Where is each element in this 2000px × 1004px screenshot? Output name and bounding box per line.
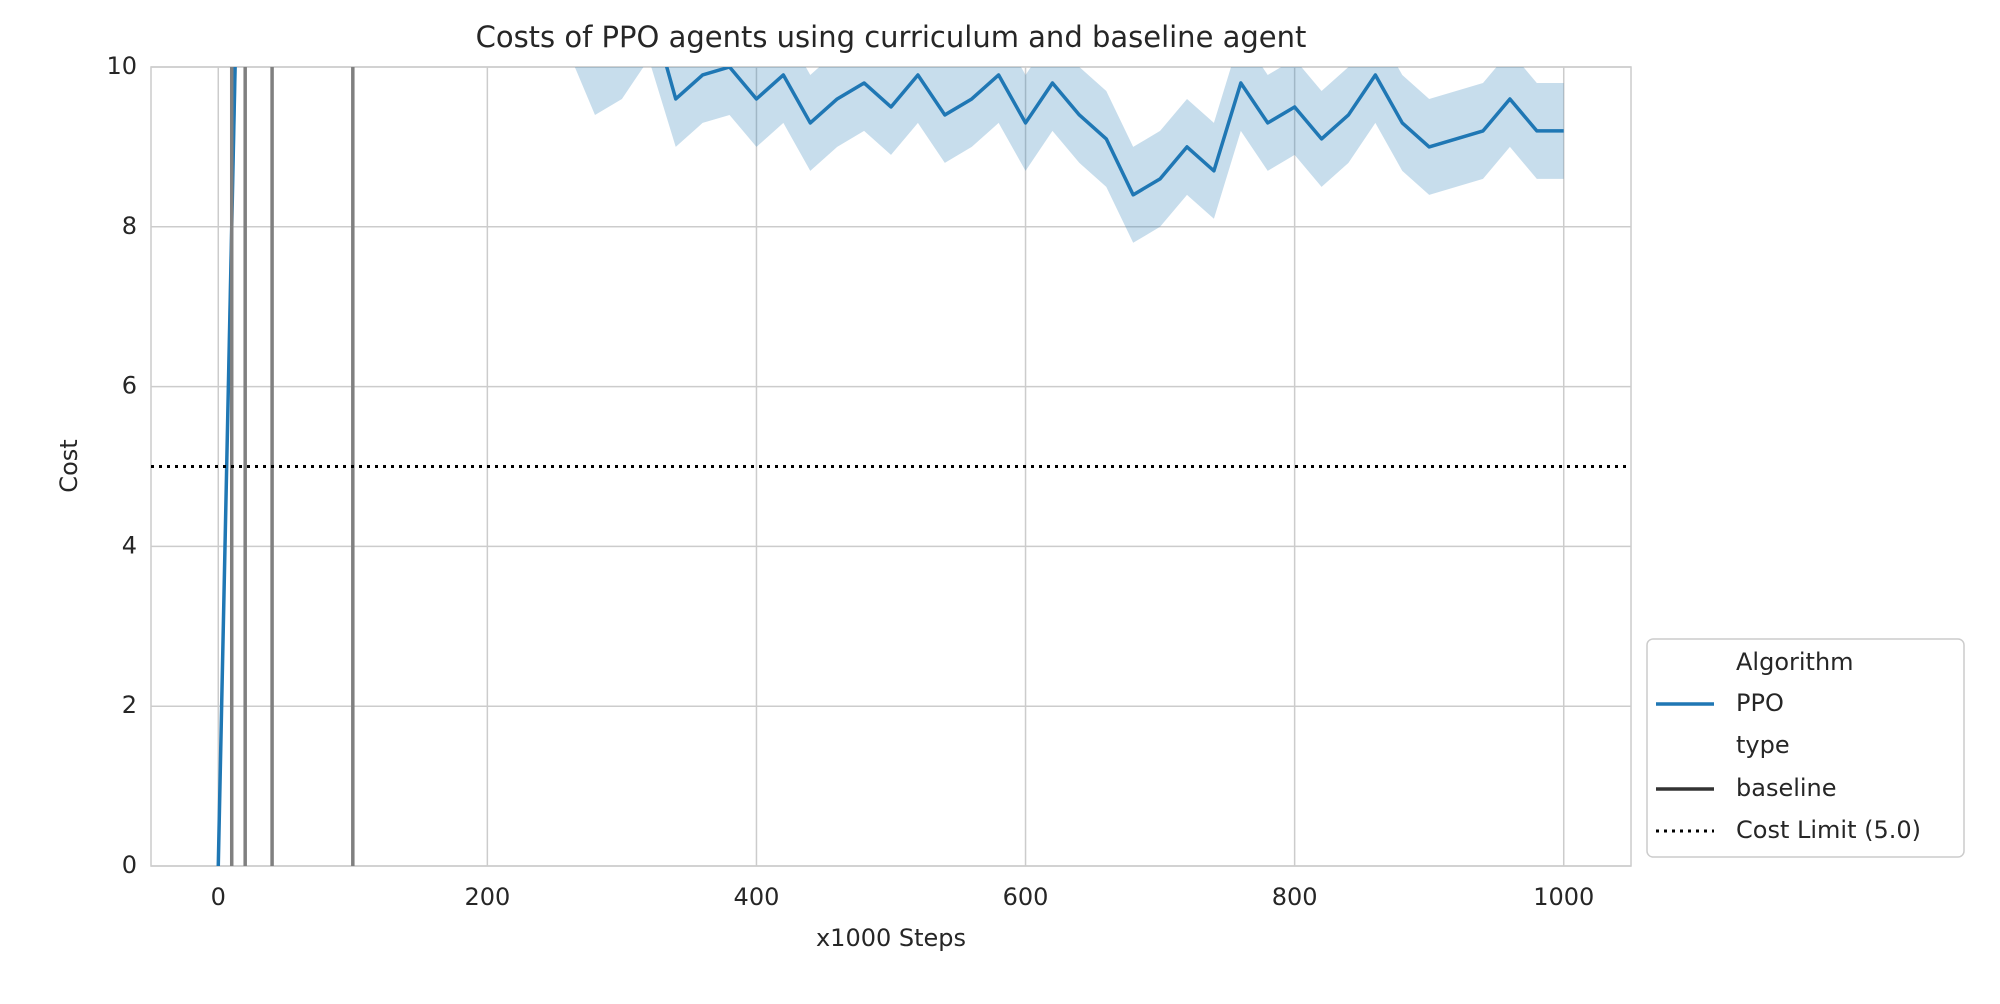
x-tick-label: 800 [1272, 883, 1318, 911]
y-tick-label: 8 [122, 212, 137, 240]
legend-label: PPO [1736, 689, 1784, 717]
x-tick-label: 400 [734, 883, 780, 911]
y-tick-label: 0 [122, 851, 137, 879]
legend-box [1646, 638, 1965, 858]
y-tick-label: 10 [106, 52, 137, 80]
grid: 0 2 4 6 8 10 0 200 400 600 800 1000 [106, 52, 1631, 911]
legend-label: baseline [1736, 774, 1837, 802]
plot-marks [151, 67, 1631, 866]
x-axis-label: x1000 Steps [816, 924, 966, 952]
y-tick-label: 4 [122, 531, 137, 559]
legend: Algorithm PPO type baseline Cost Limit (5.0) [1646, 638, 1965, 858]
y-tick-label: 6 [122, 372, 137, 400]
legend-title: type [1736, 731, 1790, 759]
x-tick-label: 600 [1003, 883, 1049, 911]
series-line [216, 67, 1564, 866]
y-tick-label: 2 [122, 691, 137, 719]
legend-title: Algorithm [1736, 648, 1854, 676]
x-tick-label: 200 [464, 883, 510, 911]
x-tick-label: 1000 [1533, 883, 1594, 911]
chart-title: Costs of PPO agents using curriculum and… [476, 20, 1307, 54]
y-axis-label: Cost [55, 439, 83, 492]
x-tick-label: 0 [211, 883, 226, 911]
legend-label: Cost Limit (5.0) [1736, 816, 1921, 844]
